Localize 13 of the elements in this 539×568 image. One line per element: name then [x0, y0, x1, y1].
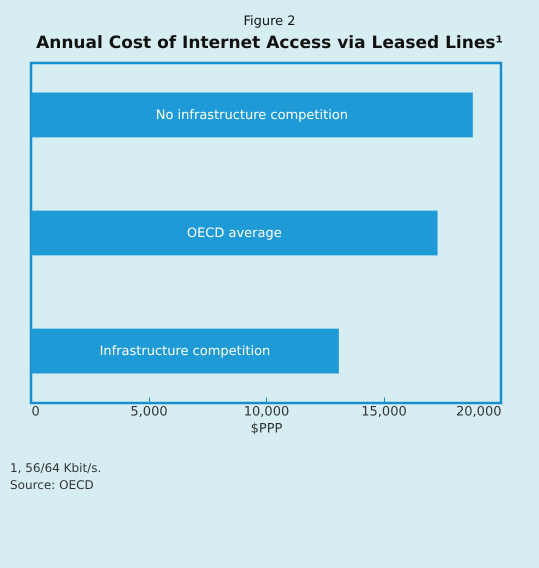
chart-subtitle: Figure 2: [242, 14, 297, 29]
x-tick-label: 20,000: [456, 404, 502, 420]
x-tick-label: 10,000: [244, 404, 290, 420]
y-tick-label: Infrastructure competition: [100, 344, 270, 360]
source-note: Source: OECD: [10, 477, 95, 494]
x-tick-label: 15,000: [361, 404, 407, 420]
x-tick-label: 5,000: [130, 404, 168, 420]
text: 1, 56/64 Kbit/s.: [10, 460, 102, 477]
x-tick-label: 0: [32, 404, 40, 420]
chart-title: Annual Cost of Internet Access via Leased Lines¹: [35, 33, 504, 53]
y-tick-label: OECD average: [186, 226, 282, 241]
x-axis-title: $PPP: [250, 422, 283, 436]
y-tick-label: No infrastructure competition: [156, 108, 348, 123]
